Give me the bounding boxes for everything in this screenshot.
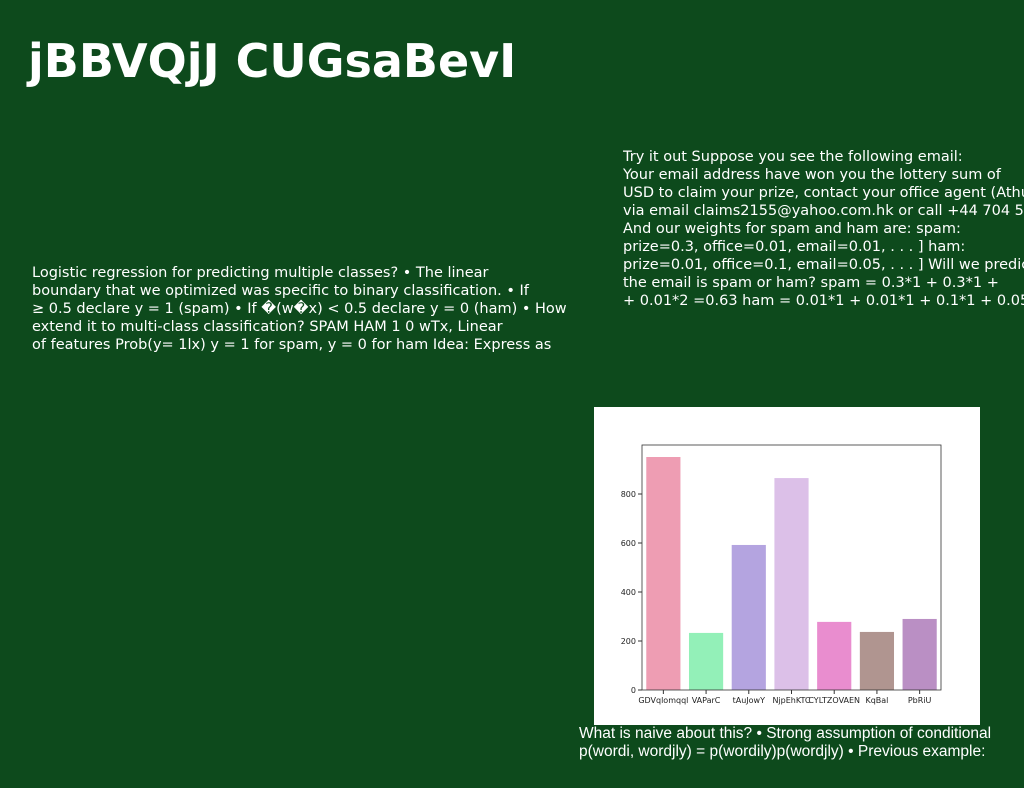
caption: What is naive about this? • Strong assum… (579, 725, 991, 761)
text-line: And our weights for spam and ham are: sp… (623, 221, 961, 237)
x-tick-label: NjpEhKTC (772, 696, 810, 705)
y-tick-label: 200 (621, 637, 636, 646)
text-line: boundary that we optimized was specific … (32, 283, 529, 299)
text-line: the email is spam or ham? spam = 0.3*1 +… (623, 275, 999, 291)
y-tick-label: 0 (631, 686, 636, 695)
bar (902, 618, 937, 690)
plot-frame (641, 444, 942, 691)
x-tick-label: CYLTZOVAEN (808, 696, 860, 705)
right-text: Try it out Suppose you see the following… (623, 148, 1024, 310)
text-line: What is naive about this? • Strong assum… (579, 725, 992, 742)
text-line: via email claims2155@yahoo.com.hk or cal… (623, 203, 1024, 219)
x-tick-label: PbRiU (908, 696, 932, 705)
y-tick-label: 600 (621, 539, 636, 548)
text-line: Logistic regression for predicting multi… (32, 265, 489, 281)
bar (817, 621, 852, 690)
x-tick-label: tAuJowY (733, 696, 765, 705)
bar (646, 457, 681, 690)
text-line: prize=0.3, office=0.01, email=0.01, . . … (623, 239, 966, 255)
x-tick-label: KqBal (865, 696, 888, 705)
text-line: of features Prob(y= 1lx) y = 1 for spam,… (32, 337, 552, 353)
bar (859, 631, 895, 690)
slide-title: jBBVQjJ CUGsaBevI (28, 34, 517, 88)
text-line: + 0.01*2 =0.63 ham = 0.01*1 + 0.01*1 + 0… (623, 293, 1024, 309)
text-line: prize=0.01, office=0.1, email=0.05, . . … (623, 257, 1024, 273)
chart: 0 200 400 600 800 GDVqlomqql VAParC tAuJowY NjpE… (594, 407, 980, 725)
text-line: Try it out Suppose you see the following… (623, 149, 963, 165)
text-line: extend it to multi-class classification?… (32, 319, 503, 335)
left-text: Logistic regression for predicting multi… (32, 264, 567, 354)
x-tick-label: VAParC (692, 696, 721, 705)
bar (774, 478, 809, 690)
text-line: p(wordi, wordjly) = p(wordily)p(wordjly)… (579, 743, 986, 760)
text-line: ≥ 0.5 declare y = 1 (spam) • If �(w�x) <… (32, 301, 567, 317)
x-tick-label: GDVqlomqql (638, 696, 688, 705)
y-tick-label: 800 (621, 490, 636, 499)
bar (731, 544, 766, 690)
text-line: Your email address have won you the lott… (623, 167, 1001, 183)
bar (688, 632, 724, 690)
text-line: USD to claim your prize, contact your of… (623, 185, 1024, 201)
y-tick-label: 400 (621, 588, 636, 597)
